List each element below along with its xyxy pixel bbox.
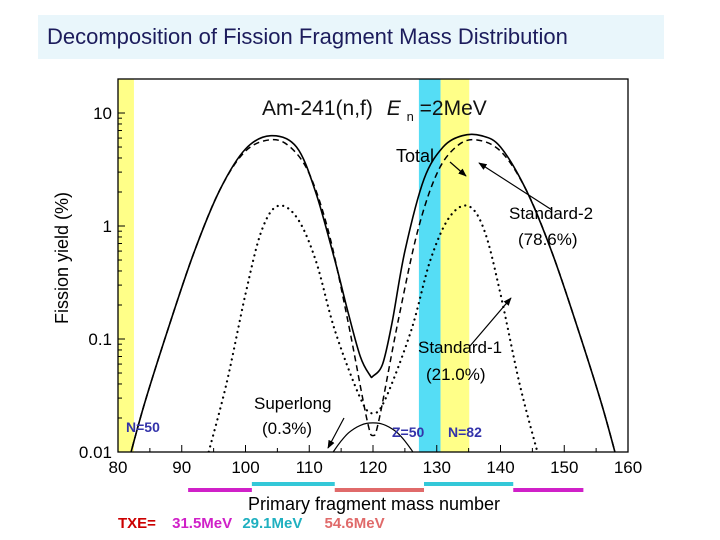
- plot-frame: [117, 78, 629, 453]
- curves: [130, 133, 616, 452]
- total-arrow: [449, 161, 467, 177]
- x-tick-label: 140: [486, 458, 514, 477]
- standard2-arrow: [478, 162, 553, 211]
- series-total: [130, 133, 616, 452]
- x-axis-label: Primary fragment mass number: [248, 494, 500, 514]
- chart-title-energy-value: =2MeV: [420, 97, 487, 120]
- series-standard-1: [207, 204, 539, 452]
- annotations: [327, 161, 553, 449]
- chart-title-energy-subscript: n: [407, 109, 414, 124]
- x-tick-label: 120: [359, 458, 387, 477]
- x-tick-label: 80: [109, 458, 128, 477]
- chart-title-energy-symbol: E: [387, 97, 402, 120]
- band-label-n82: N=82: [448, 424, 482, 440]
- standard2-label: Standard-2: [509, 204, 593, 223]
- standard1-label: Standard-1: [418, 338, 502, 357]
- superlong-percent: (0.3%): [262, 419, 312, 438]
- series-superlong: [332, 422, 414, 452]
- superlong-label: Superlong: [254, 394, 332, 413]
- superlong-arrow: [327, 417, 345, 449]
- slide-title: Decomposition of Fission Fragment Mass D…: [38, 15, 664, 59]
- standard1-arrow: [469, 297, 512, 347]
- txe-bar: [334, 488, 424, 492]
- y-tick-label: 1: [103, 217, 112, 236]
- band-label-z50: Z=50: [392, 424, 425, 440]
- txe-bar: [251, 482, 335, 486]
- txe-value-3: 54.6MeV: [324, 515, 385, 532]
- y-axis-label: Fission yield (%): [52, 192, 72, 324]
- txe-bars: [188, 482, 584, 492]
- txe-row: TXE= 31.5MeV 29.1MeV 54.6MeV: [118, 515, 385, 532]
- total-label: Total: [396, 146, 434, 166]
- series-standard-2: [130, 138, 616, 452]
- y-tick-label: 10: [93, 104, 112, 123]
- txe-label: TXE=: [118, 515, 156, 532]
- band-label-n50: N=50: [126, 419, 160, 435]
- chart-title-reaction: Am-241(n,f): [262, 97, 373, 120]
- x-tick-label: 130: [423, 458, 451, 477]
- txe-bar: [513, 488, 584, 492]
- standard2-percent: (78.6%): [518, 230, 578, 249]
- txe-value-1: 31.5MeV: [172, 515, 233, 532]
- x-tick-label: 160: [614, 458, 642, 477]
- txe-value-2: 29.1MeV: [242, 515, 303, 532]
- txe-bar: [188, 488, 252, 492]
- x-tick-label: 90: [172, 458, 191, 477]
- x-tick-label: 100: [231, 458, 259, 477]
- txe-bar: [424, 482, 514, 486]
- band-n50: [118, 79, 134, 452]
- x-tick-label: 110: [296, 458, 323, 477]
- band-n82: [440, 79, 470, 452]
- chart-title: Am-241(n,f) E n =2MeV: [262, 97, 487, 126]
- y-tick-label: 0.01: [79, 443, 112, 462]
- y-tick-label: 0.1: [88, 330, 112, 349]
- standard1-percent: (21.0%): [426, 365, 486, 384]
- x-tick-label: 150: [550, 458, 578, 477]
